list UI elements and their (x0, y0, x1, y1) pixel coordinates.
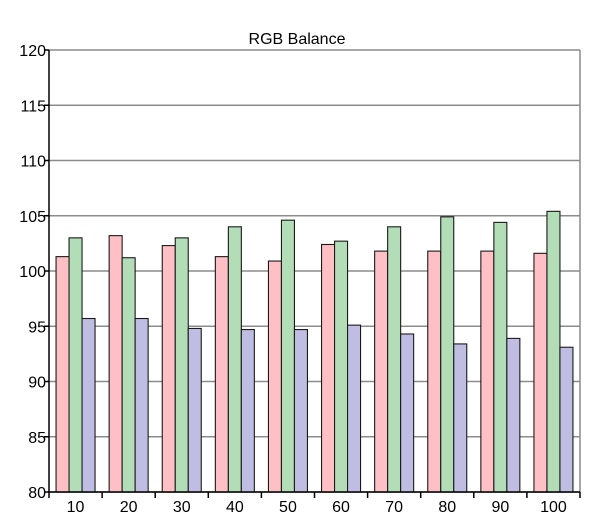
y-tick-label-115: 115 (20, 98, 46, 115)
x-tick-label-10: 10 (67, 499, 85, 516)
bar-series1-cat-50 (267, 260, 283, 493)
bar-series3-cat-50 (293, 329, 309, 493)
x-tick-label-60: 60 (332, 499, 350, 516)
bar-series1-cat-20 (108, 235, 123, 493)
x-tick-label-20: 20 (120, 499, 138, 516)
bar-series3-cat-20 (134, 317, 149, 493)
bar-series2-cat-20 (121, 257, 136, 493)
bar-series2-cat-70 (387, 226, 402, 493)
bar-series3-cat-60 (346, 324, 362, 493)
y-tick-label-90: 90 (28, 375, 46, 392)
bars (55, 210, 574, 493)
bar-series1-cat-40 (214, 256, 229, 493)
bar-series2-cat-40 (227, 226, 242, 493)
x-tick-label-80: 80 (438, 499, 456, 516)
x-tick-label-30: 30 (173, 499, 191, 516)
y-tick-label-80: 80 (28, 485, 46, 502)
x-tick-label-90: 90 (491, 499, 509, 516)
bar-series1-cat-60 (320, 243, 336, 493)
bar-series3-cat-100 (559, 346, 574, 493)
y-tick-label-100: 100 (19, 264, 46, 281)
bar-series2-cat-30 (174, 237, 189, 493)
bar-series2-cat-60 (333, 240, 349, 493)
bar-series3-cat-90 (506, 337, 521, 493)
y-tick-label-120: 120 (19, 43, 46, 60)
bar-series1-cat-30 (161, 245, 176, 493)
bar-series2-cat-100 (546, 210, 561, 493)
bar-series1-cat-100 (533, 252, 548, 493)
x-tick-label-50: 50 (279, 499, 297, 516)
bar-series2-cat-90 (493, 221, 508, 493)
bar-series2-cat-80 (440, 216, 455, 493)
bar-series3-cat-10 (81, 317, 96, 493)
bar-series1-cat-10 (55, 256, 70, 493)
bar-series3-cat-80 (453, 343, 468, 493)
x-tick-label-40: 40 (226, 499, 244, 516)
bar-series2-cat-10 (68, 237, 83, 493)
y-axis: 80 85 90 95 100 105 110 115 120 (19, 43, 50, 502)
bar-series3-cat-30 (187, 327, 202, 493)
chart-title: RGB Balance (249, 31, 346, 48)
bar-series1-cat-80 (427, 250, 442, 493)
bar-series2-cat-50 (280, 219, 296, 493)
y-tick-label-110: 110 (20, 154, 46, 171)
bar-series3-cat-40 (240, 329, 255, 493)
y-tick-label-105: 105 (19, 209, 46, 226)
y-tick-label-85: 85 (28, 430, 46, 447)
bar-series3-cat-70 (400, 333, 415, 493)
bar-series1-cat-70 (374, 250, 389, 493)
y-tick-label-95: 95 (28, 319, 46, 336)
x-tick-label-100: 100 (540, 499, 567, 516)
x-axis: 10 20 30 40 50 60 70 80 90 100 (48, 491, 581, 516)
bar-series1-cat-90 (480, 250, 495, 493)
x-tick-label-70: 70 (385, 499, 403, 516)
